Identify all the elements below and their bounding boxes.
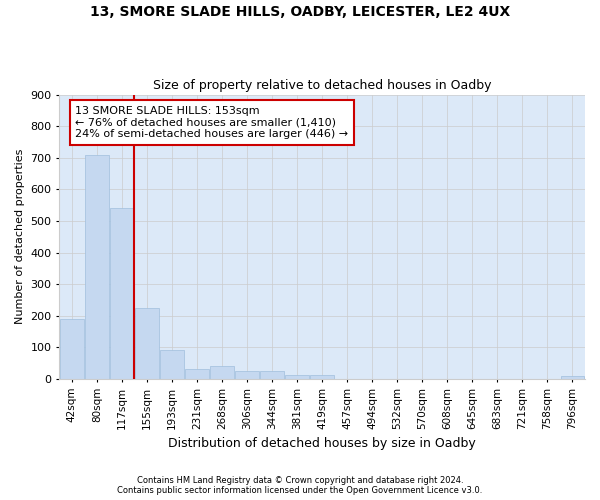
Text: 13, SMORE SLADE HILLS, OADBY, LEICESTER, LE2 4UX: 13, SMORE SLADE HILLS, OADBY, LEICESTER,… bbox=[90, 5, 510, 19]
Bar bbox=[135, 308, 159, 379]
Bar bbox=[110, 208, 134, 379]
Bar bbox=[185, 370, 209, 379]
Text: Contains HM Land Registry data © Crown copyright and database right 2024.
Contai: Contains HM Land Registry data © Crown c… bbox=[118, 476, 482, 495]
Bar bbox=[160, 350, 184, 379]
Bar bbox=[60, 319, 84, 379]
Y-axis label: Number of detached properties: Number of detached properties bbox=[15, 149, 25, 324]
Bar bbox=[285, 375, 309, 379]
Bar bbox=[85, 154, 109, 379]
Bar bbox=[560, 376, 584, 379]
Text: 13 SMORE SLADE HILLS: 153sqm
← 76% of detached houses are smaller (1,410)
24% of: 13 SMORE SLADE HILLS: 153sqm ← 76% of de… bbox=[75, 106, 348, 139]
Bar bbox=[235, 371, 259, 379]
Bar bbox=[260, 371, 284, 379]
Bar bbox=[310, 375, 334, 379]
Bar bbox=[210, 366, 234, 379]
Title: Size of property relative to detached houses in Oadby: Size of property relative to detached ho… bbox=[153, 79, 491, 92]
X-axis label: Distribution of detached houses by size in Oadby: Distribution of detached houses by size … bbox=[168, 437, 476, 450]
